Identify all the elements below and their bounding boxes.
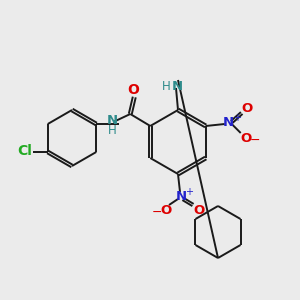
Text: N: N: [171, 80, 183, 92]
Text: Cl: Cl: [17, 144, 32, 158]
Text: H: H: [162, 80, 170, 92]
Text: +: +: [185, 187, 193, 197]
Text: N: N: [176, 190, 187, 203]
Text: O: O: [127, 83, 139, 97]
Text: H: H: [108, 124, 117, 136]
Text: −: −: [250, 134, 260, 146]
Text: +: +: [233, 113, 241, 123]
Text: O: O: [241, 103, 252, 116]
Text: O: O: [194, 205, 205, 218]
Text: N: N: [107, 113, 118, 127]
Text: −: −: [152, 206, 162, 218]
Text: O: O: [240, 131, 251, 145]
Text: O: O: [160, 205, 172, 218]
Text: N: N: [223, 116, 234, 130]
